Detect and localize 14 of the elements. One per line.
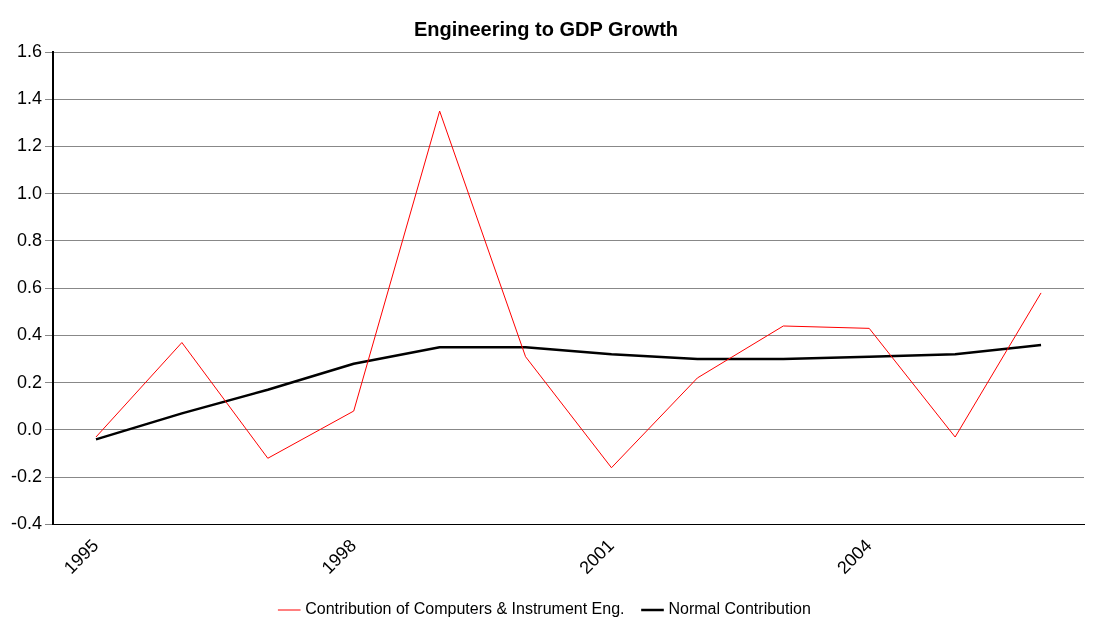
legend-label: Normal Contribution (668, 600, 811, 618)
y-tick-label: 0.6 (16, 277, 43, 298)
y-tick-label: -0.2 (10, 466, 43, 487)
y-tick-label: 0.0 (16, 418, 43, 439)
legend-label: Contribution of Computers & Instrument Eng. (305, 600, 625, 618)
y-tick-label: 1.2 (16, 135, 43, 156)
y-tick-label: 0.8 (16, 229, 43, 250)
y-tick-label: -0.4 (10, 513, 43, 534)
y-tick-label: 0.4 (16, 324, 43, 345)
y-tick-label: 1.0 (16, 182, 43, 203)
chart-title: Engineering to GDP Growth (413, 17, 679, 40)
y-tick-label: 1.4 (16, 88, 43, 109)
y-tick-label: 1.6 (16, 40, 43, 61)
y-tick-label: 0.2 (16, 371, 43, 392)
